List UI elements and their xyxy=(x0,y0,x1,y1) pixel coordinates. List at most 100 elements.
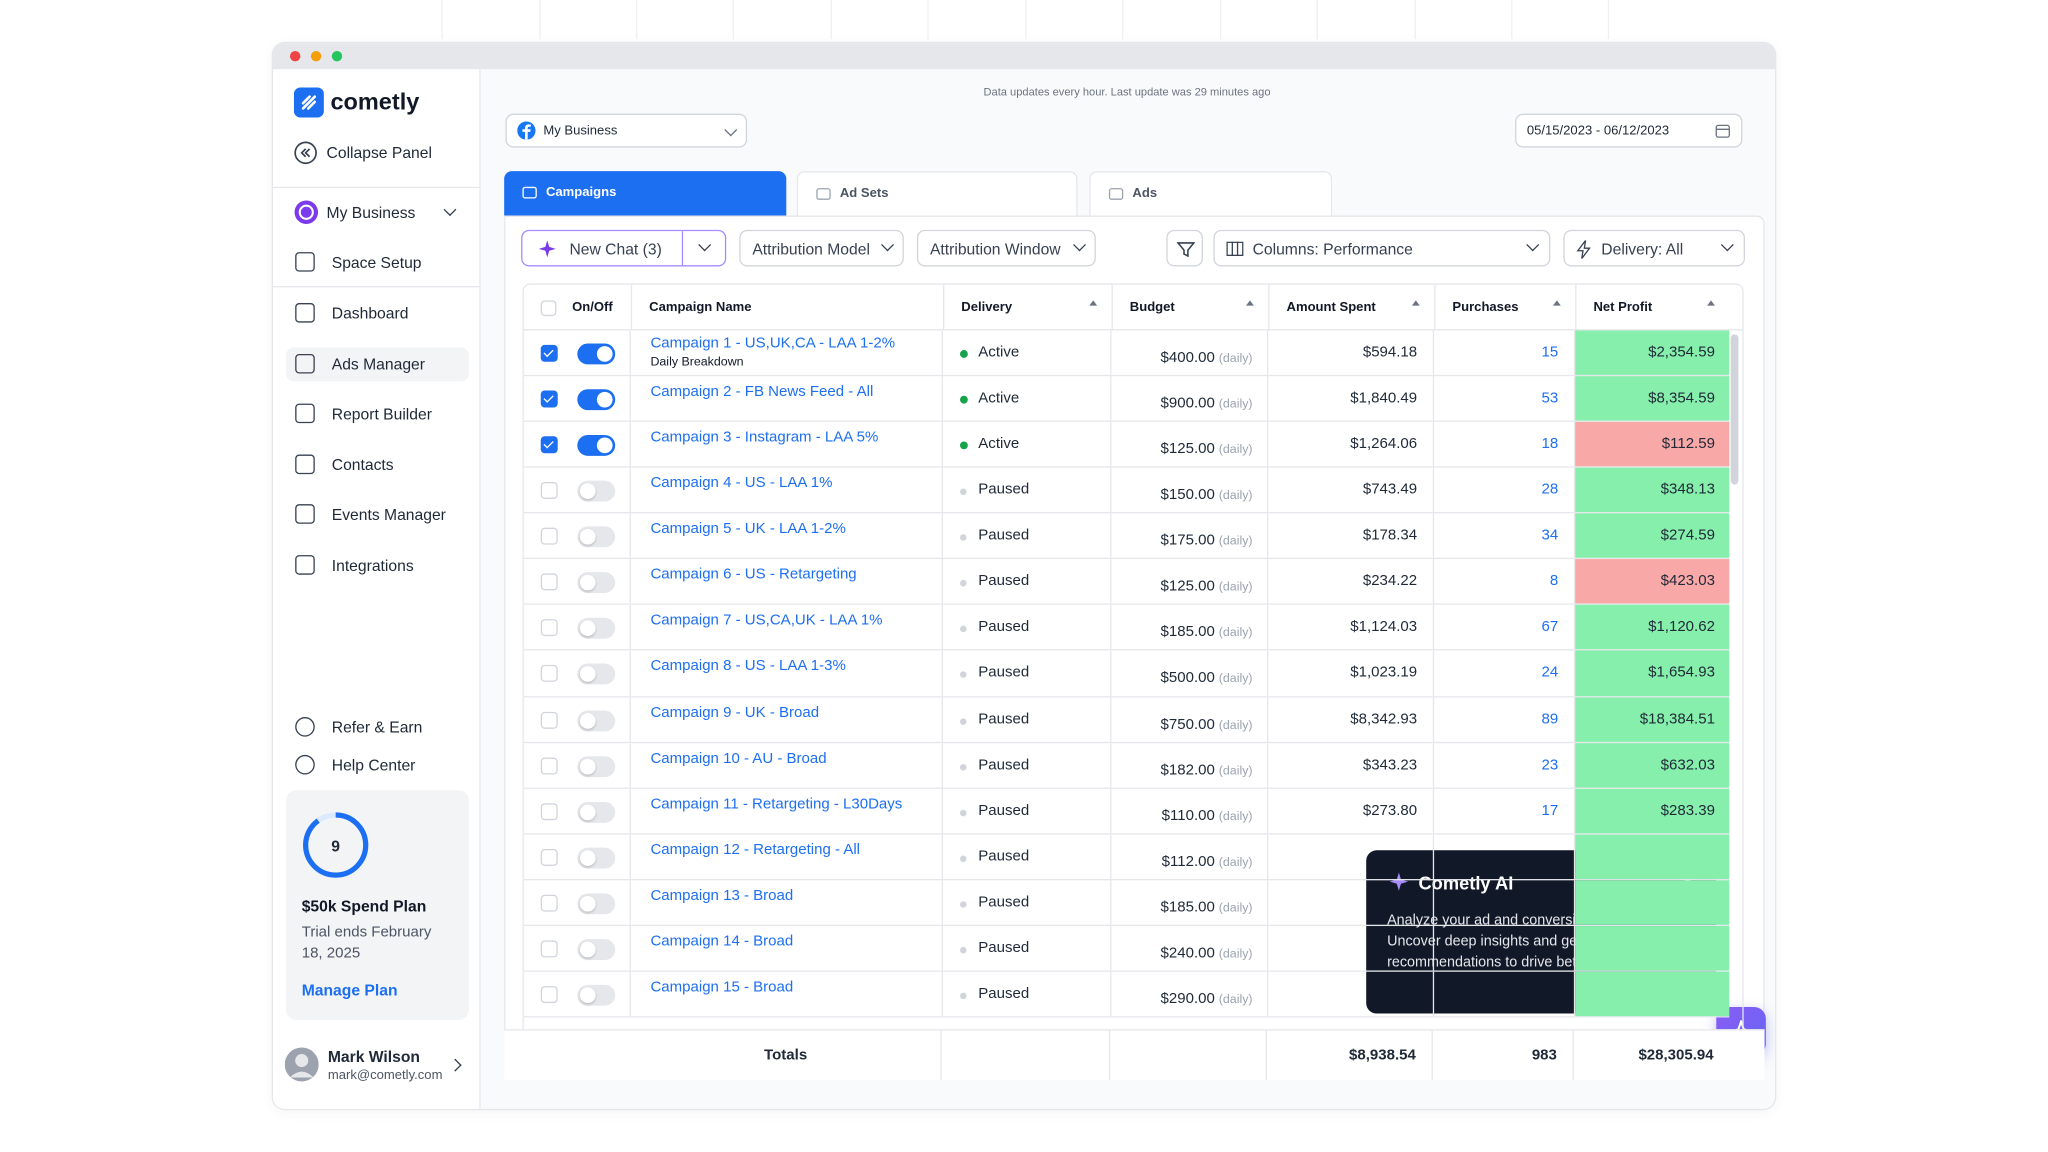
maximize-dot[interactable] xyxy=(331,50,343,62)
status-toggle[interactable] xyxy=(577,709,616,731)
table-row[interactable]: Campaign 5 - UK - LAA 1-2% Paused $175.00(… xyxy=(523,513,1730,560)
campaign-name[interactable]: Campaign 15 - Broad xyxy=(650,979,794,996)
tab[interactable]: Campaigns xyxy=(504,171,787,216)
table-row[interactable]: Campaign 7 - US,CA,UK - LAA 1% Paused $185… xyxy=(523,605,1730,652)
status-toggle[interactable] xyxy=(577,389,616,411)
campaign-name[interactable]: Campaign 12 - Retargeting - All xyxy=(650,842,861,858)
status-toggle[interactable] xyxy=(577,618,616,640)
filter-select[interactable]: Attribution Model xyxy=(739,229,904,267)
status-toggle[interactable] xyxy=(577,984,616,1006)
scrollbar[interactable] xyxy=(1730,334,1739,485)
new-chat-button[interactable]: New Chat (3) xyxy=(521,229,727,267)
campaign-name[interactable]: Campaign 8 - US - LAA 1-3% xyxy=(650,658,846,675)
purchases[interactable]: 23 xyxy=(1541,757,1559,773)
table-row[interactable]: Campaign 6 - US - Retargeting Paused $125.… xyxy=(523,559,1730,606)
row-checkbox[interactable] xyxy=(540,940,558,958)
chevron[interactable] xyxy=(698,238,712,252)
status-toggle[interactable] xyxy=(577,664,616,686)
status-toggle[interactable] xyxy=(577,893,616,915)
campaign-name[interactable]: Campaign 2 - FB News Feed - All xyxy=(650,384,874,400)
purchases[interactable]: 24 xyxy=(1541,665,1559,682)
status-toggle[interactable] xyxy=(577,526,616,548)
campaign-name[interactable]: Campaign 10 - AU - Broad xyxy=(650,750,827,767)
row-checkbox[interactable] xyxy=(540,848,558,866)
filter-select[interactable]: Attribution Window xyxy=(916,229,1096,267)
column-header[interactable]: Delivery xyxy=(961,300,1013,315)
row-checkbox[interactable] xyxy=(540,665,558,683)
nav-item[interactable]: Integrations xyxy=(331,556,414,575)
purchases[interactable]: 67 xyxy=(1541,619,1559,636)
purchases[interactable]: 18 xyxy=(1541,436,1559,453)
table-row[interactable]: Campaign 14 - Broad Paused $240.00 (daily) xyxy=(523,925,1730,972)
nav-item[interactable]: Space Setup xyxy=(331,253,422,272)
campaign-name[interactable]: Campaign 7 - US,CA,UK - LAA 1% xyxy=(650,613,883,629)
bottom-nav-item[interactable]: Help Center xyxy=(331,756,416,775)
purchases[interactable]: 17 xyxy=(1541,802,1559,819)
campaign-name[interactable]: Campaign 6 - US - Retargeting xyxy=(650,567,857,583)
business-switcher[interactable]: My Business xyxy=(326,203,416,223)
campaign-name[interactable]: Campaign 1 - US,UK,CA - LAA 1-2% xyxy=(650,335,896,352)
bottom-nav-item[interactable]: Refer & Earn xyxy=(331,718,423,737)
table-row[interactable]: Campaign 13 - Broad Paused $185.00 (daily) xyxy=(523,880,1730,926)
minimize-dot[interactable] xyxy=(310,50,322,62)
status-toggle[interactable] xyxy=(577,480,616,502)
row-checkbox[interactable] xyxy=(540,573,558,591)
row-checkbox[interactable] xyxy=(540,894,558,912)
column-header[interactable]: Amount Spent xyxy=(1286,300,1376,315)
collapse-panel[interactable]: Collapse Panel xyxy=(326,143,432,162)
row-checkbox[interactable] xyxy=(540,711,558,729)
status-toggle[interactable] xyxy=(577,938,616,960)
date-picker[interactable]: 05/15/2023 - 06/12/2023 xyxy=(1515,113,1743,148)
table-row[interactable]: Campaign 9 - UK - Broad Paused $750.00 (dai… xyxy=(523,696,1730,743)
campaign-name[interactable]: Campaign 3 - Instagram - LAA 5% xyxy=(650,429,879,446)
campaign-name[interactable]: Campaign 9 - UK - Broad xyxy=(650,704,820,721)
filter-button[interactable] xyxy=(1166,229,1203,267)
table-row[interactable]: Campaign 15 - Broad Paused $290.00 (daily) xyxy=(523,971,1730,1018)
tab[interactable]: Ads xyxy=(1089,171,1333,216)
delivery-select[interactable]: Delivery: All xyxy=(1563,229,1745,267)
campaign-name[interactable]: Campaign 13 - Broad xyxy=(650,887,794,904)
table-row[interactable]: Campaign 2 - FB News Feed - All Active $90… xyxy=(523,376,1730,423)
campaign-name[interactable]: Campaign 4 - US - LAA 1% xyxy=(650,475,833,492)
row-checkbox[interactable] xyxy=(540,619,558,637)
daily-breakdown-link[interactable]: Daily Breakdown xyxy=(650,355,744,370)
nav-item[interactable]: Dashboard xyxy=(331,304,409,323)
purchases[interactable]: 53 xyxy=(1541,390,1559,407)
row-checkbox[interactable] xyxy=(540,344,558,362)
tab[interactable]: Ad Sets xyxy=(796,171,1078,216)
table-row[interactable]: Campaign 3 - Instagram - LAA 5% Active $12… xyxy=(523,422,1730,468)
column-header[interactable]: Net Profit xyxy=(1593,300,1653,315)
status-toggle[interactable] xyxy=(577,435,616,456)
status-toggle[interactable] xyxy=(577,343,616,365)
purchases[interactable]: 8 xyxy=(1549,573,1559,590)
column-header[interactable]: On/Off xyxy=(572,300,613,315)
row-checkbox[interactable] xyxy=(540,436,558,454)
table-row[interactable]: Campaign 12 - Retargeting - All Paused $11… xyxy=(523,834,1730,881)
purchases[interactable]: 28 xyxy=(1541,482,1559,498)
campaign-name[interactable]: Campaign 14 - Broad xyxy=(650,933,794,950)
column-header[interactable]: Campaign Name xyxy=(649,300,752,315)
column-header[interactable]: Purchases xyxy=(1452,300,1519,315)
select-all-checkbox[interactable] xyxy=(540,300,557,317)
table-row[interactable]: Campaign 11 - Retargeting - L30Days Pause… xyxy=(523,788,1730,835)
nav-item[interactable]: Ads Manager xyxy=(331,355,425,374)
purchases[interactable]: 89 xyxy=(1541,711,1559,727)
purchases[interactable]: 34 xyxy=(1541,528,1559,544)
column-header[interactable]: Budget xyxy=(1129,300,1175,315)
campaign-name[interactable]: Campaign 5 - UK - LAA 1-2% xyxy=(650,521,846,538)
table-row[interactable]: Campaign 1 - US,UK,CA - LAA 1-2% Daily Br… xyxy=(523,330,1730,377)
manage-plan-link[interactable]: Manage Plan xyxy=(301,980,398,1000)
nav-item[interactable]: Contacts xyxy=(331,455,394,475)
status-toggle[interactable] xyxy=(577,572,616,594)
table-row[interactable]: Campaign 10 - AU - Broad Paused $182.00 (da… xyxy=(523,742,1730,789)
table-row[interactable]: Campaign 4 - US - LAA 1% Paused $150.00 (da… xyxy=(523,467,1730,514)
campaign-name[interactable]: Campaign 11 - Retargeting - L30Days xyxy=(650,796,903,812)
nav-item[interactable]: Events Manager xyxy=(331,505,446,524)
status-toggle[interactable] xyxy=(577,847,616,869)
user-menu-chevron[interactable] xyxy=(448,1058,462,1072)
row-checkbox[interactable] xyxy=(540,802,558,820)
row-checkbox[interactable] xyxy=(540,986,558,1004)
row-checkbox[interactable] xyxy=(540,757,558,775)
status-toggle[interactable] xyxy=(577,801,616,823)
purchases[interactable]: 15 xyxy=(1541,344,1559,361)
